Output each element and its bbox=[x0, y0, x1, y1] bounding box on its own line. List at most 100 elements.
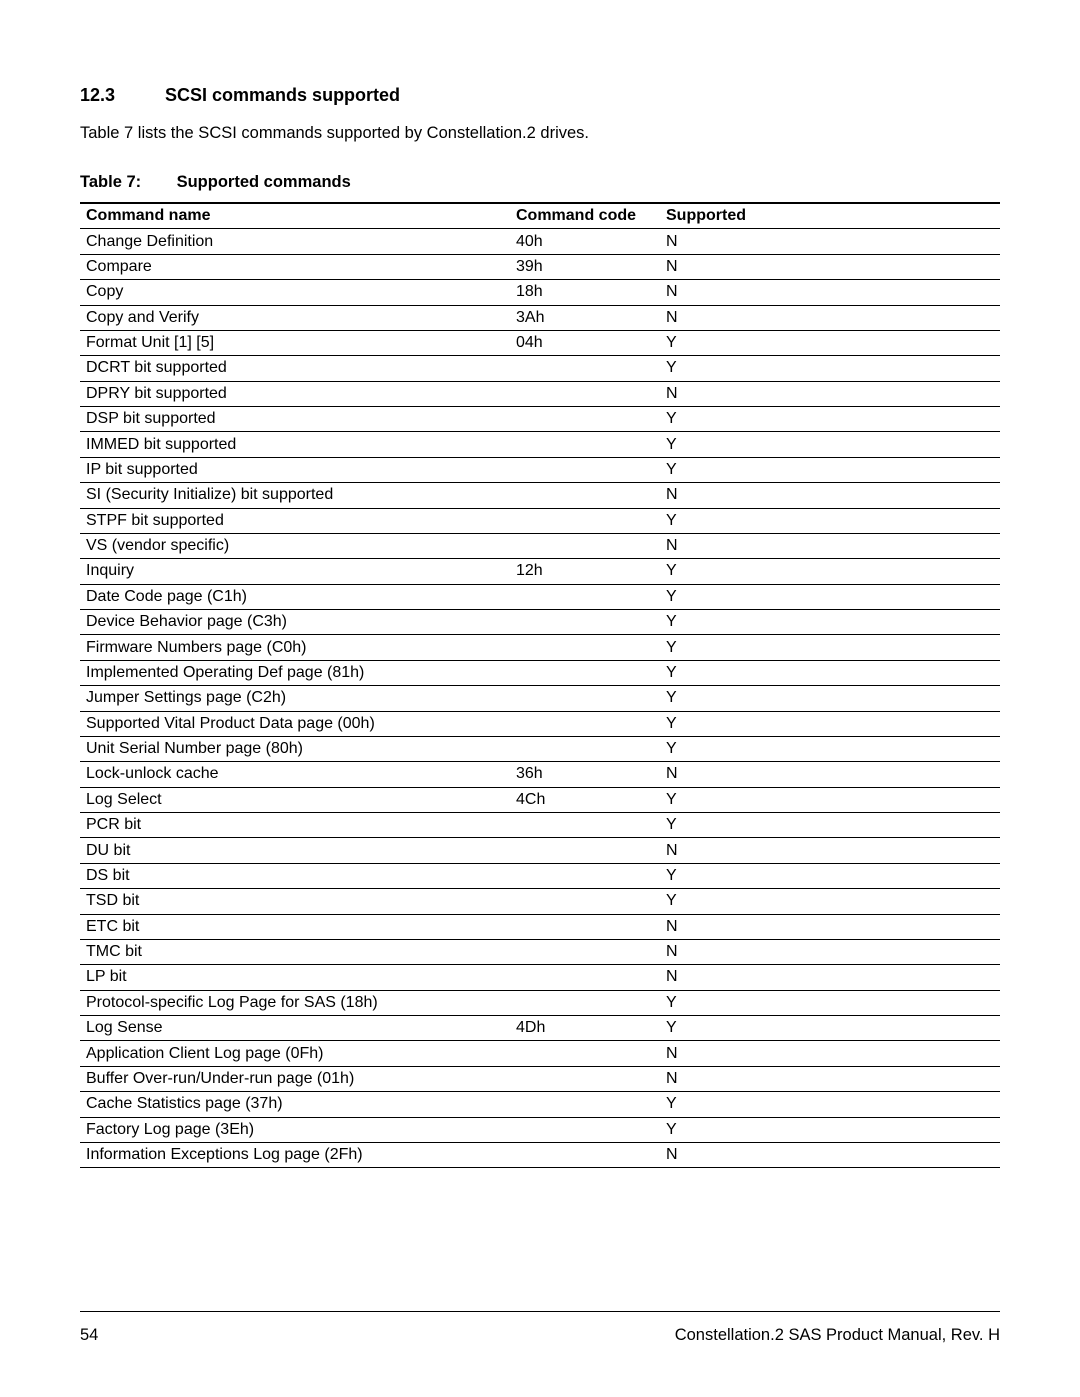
table-row: Date Code page (C1h)Y bbox=[80, 584, 1000, 609]
table-row: Copy18hN bbox=[80, 280, 1000, 305]
cell-command-name: DCRT bit supported bbox=[80, 356, 510, 381]
cell-supported: N bbox=[660, 280, 1000, 305]
table-row: STPF bit supportedY bbox=[80, 508, 1000, 533]
cell-command-name: Protocol-specific Log Page for SAS (18h) bbox=[80, 990, 510, 1015]
col-command-name: Command name bbox=[80, 203, 510, 229]
cell-supported: Y bbox=[660, 610, 1000, 635]
section-title: SCSI commands supported bbox=[165, 85, 400, 105]
page-number: 54 bbox=[80, 1326, 98, 1345]
table-row: Change Definition40hN bbox=[80, 229, 1000, 254]
cell-command-code bbox=[510, 1142, 660, 1167]
cell-command-code bbox=[510, 381, 660, 406]
cell-command-name: Lock-unlock cache bbox=[80, 762, 510, 787]
table-row: DPRY bit supportedN bbox=[80, 381, 1000, 406]
cell-command-code bbox=[510, 838, 660, 863]
cell-command-name: DS bit bbox=[80, 863, 510, 888]
cell-command-code bbox=[510, 508, 660, 533]
cell-command-code bbox=[510, 889, 660, 914]
cell-command-code bbox=[510, 1092, 660, 1117]
cell-command-name: Buffer Over-run/Under-run page (01h) bbox=[80, 1066, 510, 1091]
cell-supported: Y bbox=[660, 356, 1000, 381]
table-row: LP bitN bbox=[80, 965, 1000, 990]
cell-supported: N bbox=[660, 914, 1000, 939]
cell-command-name: Information Exceptions Log page (2Fh) bbox=[80, 1142, 510, 1167]
col-supported: Supported bbox=[660, 203, 1000, 229]
table-row: Protocol-specific Log Page for SAS (18h)… bbox=[80, 990, 1000, 1015]
cell-supported: N bbox=[660, 1142, 1000, 1167]
table-row: DU bitN bbox=[80, 838, 1000, 863]
cell-command-name: ETC bit bbox=[80, 914, 510, 939]
cell-command-code bbox=[510, 686, 660, 711]
table-header-row: Command name Command code Supported bbox=[80, 203, 1000, 229]
doc-title: Constellation.2 SAS Product Manual, Rev.… bbox=[675, 1326, 1000, 1345]
cell-command-code bbox=[510, 1041, 660, 1066]
page-footer: 54 Constellation.2 SAS Product Manual, R… bbox=[80, 1311, 1000, 1345]
cell-command-code bbox=[510, 610, 660, 635]
cell-command-name: Unit Serial Number page (80h) bbox=[80, 736, 510, 761]
cell-supported: Y bbox=[660, 787, 1000, 812]
cell-supported: Y bbox=[660, 508, 1000, 533]
table-row: Factory Log page (3Eh)Y bbox=[80, 1117, 1000, 1142]
cell-supported: N bbox=[660, 254, 1000, 279]
table-row: DS bit Y bbox=[80, 863, 1000, 888]
cell-command-code bbox=[510, 660, 660, 685]
table-row: TMC bitN bbox=[80, 939, 1000, 964]
cell-supported: N bbox=[660, 483, 1000, 508]
table-row: SI (Security Initialize) bit supported N bbox=[80, 483, 1000, 508]
cell-command-code bbox=[510, 914, 660, 939]
cell-supported: N bbox=[660, 229, 1000, 254]
cell-supported: Y bbox=[660, 736, 1000, 761]
table-row: Copy and Verify3AhN bbox=[80, 305, 1000, 330]
page-container: 12.3 SCSI commands supported Table 7 lis… bbox=[0, 0, 1080, 1397]
cell-supported: Y bbox=[660, 863, 1000, 888]
cell-command-name: SI (Security Initialize) bit supported bbox=[80, 483, 510, 508]
table-row: Device Behavior page (C3h) Y bbox=[80, 610, 1000, 635]
table-row: IMMED bit supportedY bbox=[80, 432, 1000, 457]
cell-command-name: Log Sense bbox=[80, 1016, 510, 1041]
cell-supported: Y bbox=[660, 889, 1000, 914]
col-command-code: Command code bbox=[510, 203, 660, 229]
cell-command-name: TSD bit bbox=[80, 889, 510, 914]
cell-command-code bbox=[510, 533, 660, 558]
cell-command-code: 4Dh bbox=[510, 1016, 660, 1041]
cell-command-code: 39h bbox=[510, 254, 660, 279]
table-row: Firmware Numbers page (C0h)Y bbox=[80, 635, 1000, 660]
cell-command-code bbox=[510, 584, 660, 609]
table-row: Cache Statistics page (37h)Y bbox=[80, 1092, 1000, 1117]
table-row: Inquiry12hY bbox=[80, 559, 1000, 584]
cell-supported: N bbox=[660, 1066, 1000, 1091]
table-row: Log Select4ChY bbox=[80, 787, 1000, 812]
cell-command-code: 4Ch bbox=[510, 787, 660, 812]
section-heading: 12.3 SCSI commands supported bbox=[80, 85, 1000, 106]
cell-supported: Y bbox=[660, 813, 1000, 838]
table-row: Application Client Log page (0Fh)N bbox=[80, 1041, 1000, 1066]
cell-supported: Y bbox=[660, 457, 1000, 482]
table-row: IP bit supportedY bbox=[80, 457, 1000, 482]
table-row: DCRT bit supported Y bbox=[80, 356, 1000, 381]
cell-command-name: Inquiry bbox=[80, 559, 510, 584]
table-row: DSP bit supportedY bbox=[80, 407, 1000, 432]
table-row: ETC bit N bbox=[80, 914, 1000, 939]
cell-command-name: Compare bbox=[80, 254, 510, 279]
cell-command-name: Change Definition bbox=[80, 229, 510, 254]
table-row: Jumper Settings page (C2h)Y bbox=[80, 686, 1000, 711]
table-caption: Table 7: Supported commands bbox=[80, 173, 1000, 192]
cell-command-name: LP bit bbox=[80, 965, 510, 990]
cell-command-name: Cache Statistics page (37h) bbox=[80, 1092, 510, 1117]
cell-command-name: TMC bit bbox=[80, 939, 510, 964]
cell-command-code: 40h bbox=[510, 229, 660, 254]
cell-supported: N bbox=[660, 838, 1000, 863]
cell-command-name: Device Behavior page (C3h) bbox=[80, 610, 510, 635]
cell-command-code bbox=[510, 483, 660, 508]
table-row: Buffer Over-run/Under-run page (01h) N bbox=[80, 1066, 1000, 1091]
cell-command-code bbox=[510, 1066, 660, 1091]
cell-command-code bbox=[510, 1117, 660, 1142]
cell-supported: N bbox=[660, 533, 1000, 558]
cell-supported: Y bbox=[660, 635, 1000, 660]
table-row: PCR bitY bbox=[80, 813, 1000, 838]
cell-command-code: 04h bbox=[510, 330, 660, 355]
table-row: Format Unit [1] [5]04hY bbox=[80, 330, 1000, 355]
cell-supported: N bbox=[660, 381, 1000, 406]
cell-supported: Y bbox=[660, 407, 1000, 432]
cell-command-code bbox=[510, 813, 660, 838]
